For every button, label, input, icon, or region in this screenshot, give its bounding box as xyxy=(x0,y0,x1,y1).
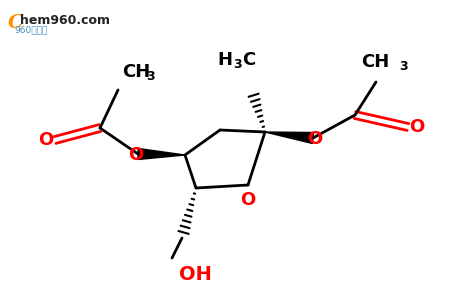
Text: 3: 3 xyxy=(399,60,408,74)
Text: O: O xyxy=(240,191,255,209)
Polygon shape xyxy=(138,149,185,159)
Text: C: C xyxy=(8,14,24,32)
Text: H: H xyxy=(217,51,232,69)
Text: 3: 3 xyxy=(146,71,155,84)
Text: hem960.com: hem960.com xyxy=(20,14,110,27)
Text: O: O xyxy=(38,131,54,149)
Text: 960化工网: 960化工网 xyxy=(14,25,47,34)
Text: O: O xyxy=(410,118,425,136)
Text: CH: CH xyxy=(122,63,150,81)
Text: C: C xyxy=(242,51,255,69)
Text: CH: CH xyxy=(361,53,389,71)
Text: OH: OH xyxy=(179,265,211,285)
Text: O: O xyxy=(307,130,323,148)
Text: 3: 3 xyxy=(233,59,242,71)
Polygon shape xyxy=(265,132,314,144)
Text: O: O xyxy=(128,146,144,164)
